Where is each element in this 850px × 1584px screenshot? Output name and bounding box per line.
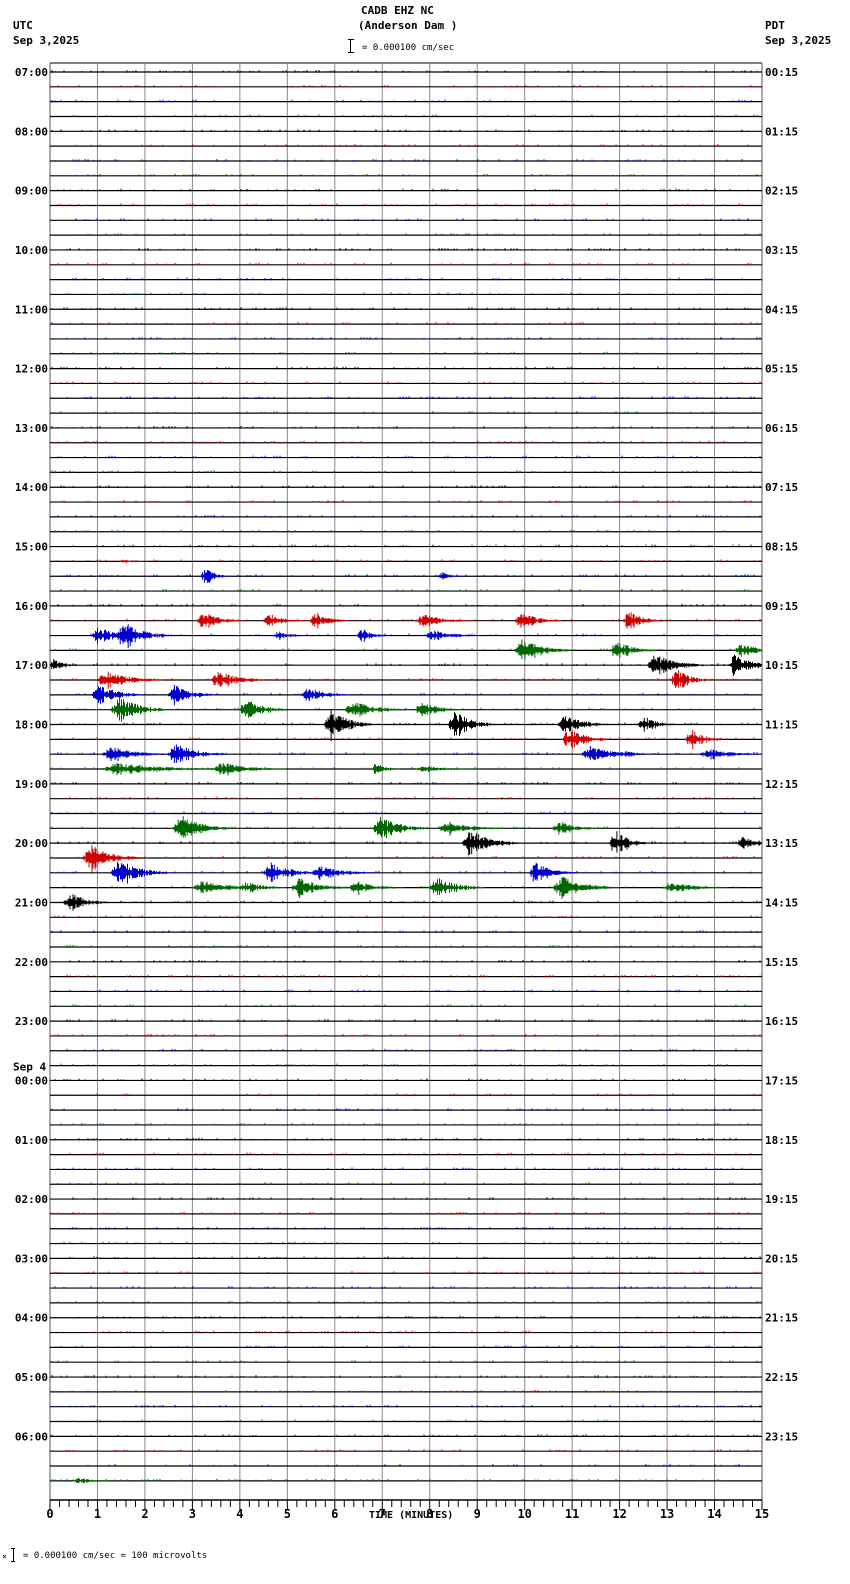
utc-hour-label: 14:00 — [15, 481, 48, 494]
pdt-hour-label: 14:15 — [765, 896, 798, 909]
pdt-hour-label: 17:15 — [765, 1074, 798, 1087]
utc-hour-label: 12:00 — [15, 363, 48, 376]
x-tick-label: 12 — [612, 1507, 626, 1521]
pdt-hour-label: 01:15 — [765, 125, 798, 138]
x-tick-label: 5 — [284, 1507, 291, 1521]
pdt-hour-label: 11:15 — [765, 719, 798, 732]
pdt-hour-label: 09:15 — [765, 600, 798, 613]
utc-hour-label: 03:00 — [15, 1252, 48, 1265]
pdt-hour-label: 08:15 — [765, 541, 798, 554]
utc-hour-label: 20:00 — [15, 837, 48, 850]
x-tick-label: 3 — [189, 1507, 196, 1521]
utc-hour-label: 00:00 — [15, 1074, 48, 1087]
utc-hour-label: 19:00 — [15, 778, 48, 791]
pdt-hour-label: 06:15 — [765, 422, 798, 435]
utc-hour-label: 07:00 — [15, 66, 48, 79]
x-tick-label: 9 — [474, 1507, 481, 1521]
x-tick-label: 7 — [379, 1507, 386, 1521]
pdt-hour-label: 00:15 — [765, 66, 798, 79]
utc-hour-label: 06:00 — [15, 1430, 48, 1443]
utc-hour-label: 09:00 — [15, 185, 48, 198]
pdt-hour-label: 18:15 — [765, 1134, 798, 1147]
utc-hour-label: 04:00 — [15, 1312, 48, 1325]
x-tick-label: 15 — [755, 1507, 769, 1521]
utc-hour-label: 18:00 — [15, 719, 48, 732]
x-tick-label: 11 — [565, 1507, 579, 1521]
pdt-hour-label: 10:15 — [765, 659, 798, 672]
pdt-hour-label: 22:15 — [765, 1371, 798, 1384]
utc-hour-label: 10:00 — [15, 244, 48, 257]
utc-hour-label: 17:00 — [15, 659, 48, 672]
utc-hour-label: 15:00 — [15, 541, 48, 554]
x-tick-label: 14 — [707, 1507, 721, 1521]
pdt-hour-label: 19:15 — [765, 1193, 798, 1206]
x-tick-label: 6 — [331, 1507, 338, 1521]
pdt-hour-label: 21:15 — [765, 1312, 798, 1325]
pdt-hour-label: 16:15 — [765, 1015, 798, 1028]
pdt-hour-label: 13:15 — [765, 837, 798, 850]
right-date: Sep 3,2025 — [765, 34, 832, 47]
footer-scale-icon: × — [2, 1548, 16, 1562]
pdt-hour-label: 04:15 — [765, 303, 798, 316]
utc-hour-label: 08:00 — [15, 125, 48, 138]
utc-hour-label: 02:00 — [15, 1193, 48, 1206]
utc-hour-label: 22:00 — [15, 956, 48, 969]
station-title: CADB EHZ NC — [361, 4, 434, 17]
scale-bar-icon — [348, 39, 356, 53]
utc-hour-label: 05:00 — [15, 1371, 48, 1384]
x-tick-label: 13 — [660, 1507, 674, 1521]
left-timezone: UTC — [13, 19, 33, 32]
utc-hour-label: 11:00 — [15, 303, 48, 316]
pdt-hour-label: 07:15 — [765, 481, 798, 494]
scale-text: = 0.000100 cm/sec — [362, 43, 455, 53]
x-tick-label: 2 — [141, 1507, 148, 1521]
x-axis-label: TIME (MINUTES) — [369, 1510, 454, 1521]
footer-scale-text: = 0.000100 cm/sec = 100 microvolts — [23, 1551, 208, 1561]
x-tick-label: 8 — [426, 1507, 433, 1521]
left-date: Sep 3,2025 — [13, 34, 80, 47]
utc-hour-label: 13:00 — [15, 422, 48, 435]
pdt-hour-label: 12:15 — [765, 778, 798, 791]
utc-hour-label: 23:00 — [15, 1015, 48, 1028]
x-tick-label: 4 — [236, 1507, 243, 1521]
pdt-hour-label: 23:15 — [765, 1430, 798, 1443]
right-timezone: PDT — [765, 19, 785, 32]
station-location: (Anderson Dam ) — [358, 19, 458, 32]
utc-hour-label: 21:00 — [15, 896, 48, 909]
pdt-hour-label: 02:15 — [765, 185, 798, 198]
utc-hour-label: 16:00 — [15, 600, 48, 613]
utc-hour-label: 01:00 — [15, 1134, 48, 1147]
pdt-hour-label: 03:15 — [765, 244, 798, 257]
pdt-hour-label: 05:15 — [765, 363, 798, 376]
x-tick-label: 1 — [94, 1507, 101, 1521]
pdt-hour-label: 15:15 — [765, 956, 798, 969]
x-tick-label: 0 — [46, 1507, 53, 1521]
date-change-label: Sep 4 — [13, 1060, 46, 1073]
x-tick-label: 10 — [517, 1507, 531, 1521]
pdt-hour-label: 20:15 — [765, 1252, 798, 1265]
